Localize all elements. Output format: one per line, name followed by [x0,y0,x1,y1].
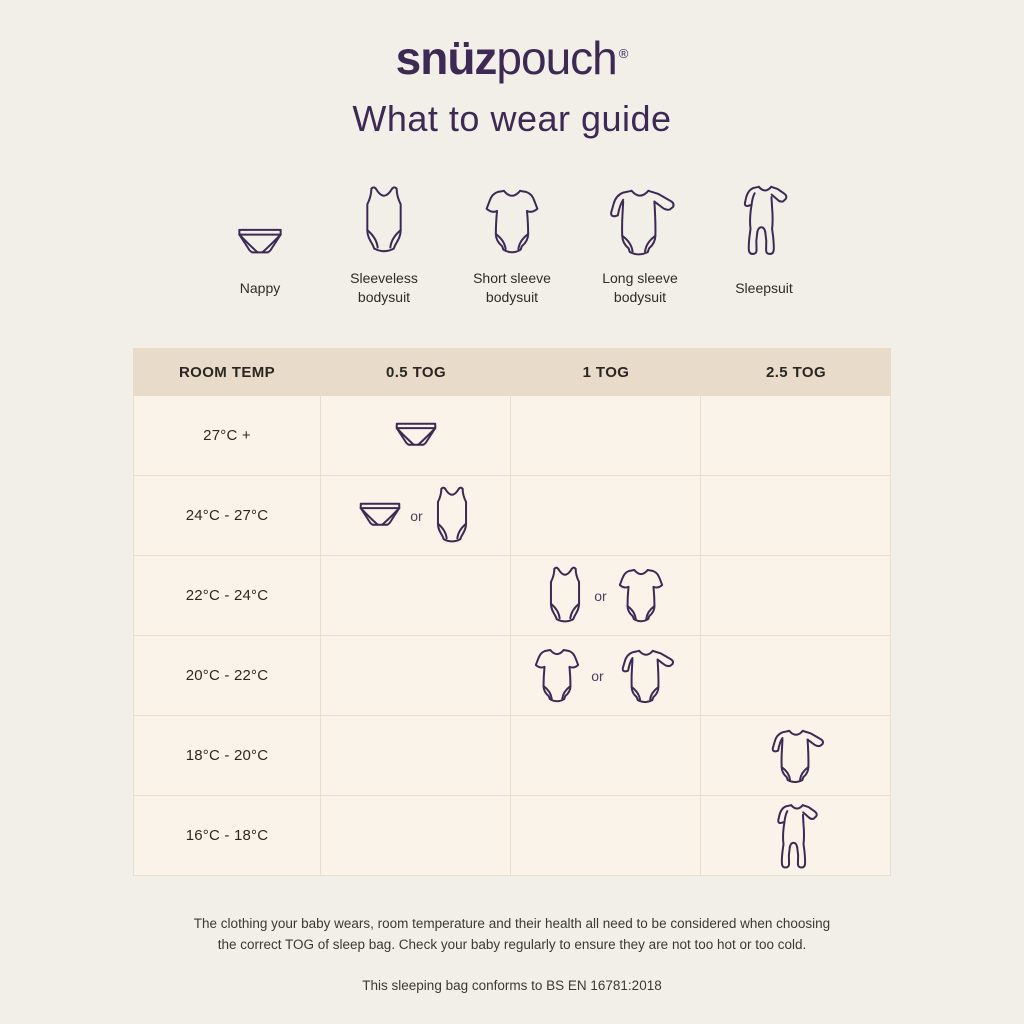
legend-label: Long sleeve bodysuit [602,270,678,306]
legend-item-short-sleeve-bodysuit: Short sleeve bodysuit [462,174,562,308]
clothing-icon-group: or [545,565,665,627]
room-temp-cell: 27°C + [133,396,321,477]
room-temp-label: 24°C - 27°C [185,507,269,525]
long-sleeve-bodysuit-icon [613,647,679,705]
tog-cell [511,716,701,797]
tog-cell [321,636,511,717]
tog-cell [701,556,891,637]
long-sleeve-bodysuit-icon [598,186,682,258]
tog-table: ROOM TEMP 0.5 TOG 1 TOG 2.5 TOG 27°C + 24… [133,348,891,877]
legend-label: Nappy [239,279,281,296]
sleepsuit-icon [736,182,792,258]
column-header-0-5-tog: 0.5 TOG [385,363,447,381]
tog-cell [321,796,511,877]
nappy-icon [237,228,283,258]
brand-logo-light: pouch [496,32,617,84]
brand-logo: snüzpouch ® [0,34,1024,82]
long-sleeve-bodysuit-icon [763,727,829,785]
legend-label: Short sleeve bodysuit [473,270,551,306]
table-row: 27°C + [133,396,891,477]
column-header-1-tog: 1 TOG [582,363,630,381]
short-sleeve-bodysuit-icon [482,186,542,258]
legend-item-long-sleeve-bodysuit: Long sleeve bodysuit [590,174,690,308]
clothing-icon-group [395,422,437,450]
room-temp-cell: 24°C - 27°C [133,476,321,557]
tog-cell [701,716,891,797]
tog-cell [321,396,511,477]
sleeveless-bodysuit-icon [545,565,585,627]
table-row: 16°C - 18°C [133,796,891,877]
room-temp-label: 22°C - 24°C [185,587,269,605]
or-label: or [594,587,607,604]
column-header-2-5-tog: 2.5 TOG [765,363,827,381]
tog-cell [511,396,701,477]
tog-cell [511,476,701,557]
table-row: 18°C - 20°C [133,716,891,797]
tog-cell [701,796,891,877]
page-title: What to wear guide [352,98,672,140]
conformity-note: This sleeping bag conforms to BS EN 1678… [362,978,662,994]
clothing-icon-group [770,801,822,871]
room-temp-label: 20°C - 22°C [185,667,269,685]
room-temp-cell: 18°C - 20°C [133,716,321,797]
short-sleeve-bodysuit-icon [532,646,582,706]
nappy-icon [395,422,437,450]
tog-cell [701,396,891,477]
legend-item-sleeveless-bodysuit: Sleeveless bodysuit [334,174,434,308]
footer-note: The clothing your baby wears, room tempe… [193,916,831,953]
tog-cell: or [511,556,701,637]
room-temp-label: 18°C - 20°C [185,747,269,765]
nappy-icon [359,502,401,530]
or-label: or [410,507,423,524]
table-row: 22°C - 24°C or [133,556,891,637]
table-body: 27°C +24°C - 27°C or 22°C - 24°C or 20°C - 2… [133,396,891,877]
room-temp-cell: 22°C - 24°C [133,556,321,637]
legend-icon-box [361,174,407,258]
clothing-legend: Nappy Sleeveless bodysuit Short sleeve bod… [0,174,1024,308]
legend-label: Sleeveless bodysuit [350,270,418,306]
clothing-icon-group: or [532,646,678,706]
brand-logo-bold: snüz [395,32,498,84]
legend-icon-box [237,174,283,258]
tog-cell [701,636,891,717]
sleeveless-bodysuit-icon [432,485,472,547]
room-temp-cell: 20°C - 22°C [133,636,321,717]
short-sleeve-bodysuit-icon [616,566,666,626]
clothing-icon-group [763,727,829,785]
table-row: 20°C - 22°C or [133,636,891,717]
legend-item-nappy: Nappy [214,174,306,308]
legend-label: Sleepsuit [735,279,793,296]
tog-cell: or [321,476,511,557]
table-header-row: ROOM TEMP 0.5 TOG 1 TOG 2.5 TOG [133,348,891,397]
room-temp-cell: 16°C - 18°C [133,796,321,877]
tog-cell [321,716,511,797]
or-label: or [591,667,604,684]
room-temp-label: 27°C + [203,427,251,445]
tog-cell [511,796,701,877]
legend-icon-box [598,174,682,258]
legend-icon-box [482,174,542,258]
table-row: 24°C - 27°C or [133,476,891,557]
registered-trademark-icon: ® [618,45,629,61]
legend-icon-box [736,174,792,258]
sleeveless-bodysuit-icon [361,184,407,258]
tog-cell [701,476,891,557]
room-temp-label: 16°C - 18°C [185,827,269,845]
column-header-room-temp: ROOM TEMP [178,363,276,381]
sleepsuit-icon [770,801,822,871]
tog-cell: or [511,636,701,717]
legend-item-sleepsuit: Sleepsuit [718,174,810,308]
tog-cell [321,556,511,637]
clothing-icon-group: or [359,485,471,547]
